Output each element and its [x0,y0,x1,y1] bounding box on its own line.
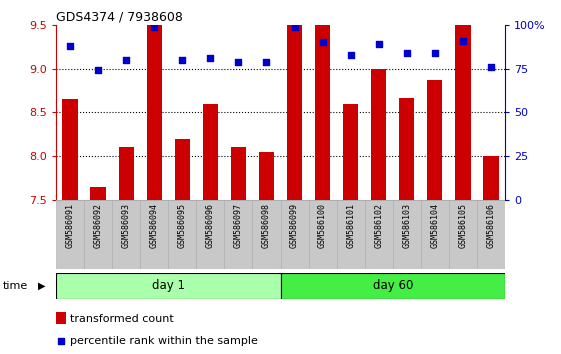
Text: GDS4374 / 7938608: GDS4374 / 7938608 [56,11,183,24]
Point [458,38,467,44]
Point [66,43,75,48]
Bar [203,104,218,200]
Text: GSM586105: GSM586105 [458,204,467,249]
Bar [62,99,78,200]
Bar [146,25,162,200]
Text: GSM586104: GSM586104 [430,204,439,249]
Bar [337,200,365,269]
Bar [280,200,309,269]
Text: GSM586101: GSM586101 [346,204,355,249]
Point [150,24,159,29]
Bar [421,200,449,269]
Text: day 1: day 1 [152,279,185,292]
Text: GSM586093: GSM586093 [122,204,131,249]
Bar [56,200,84,269]
Bar [455,25,471,200]
Bar [56,312,66,324]
Point [374,41,383,47]
Point [430,50,439,56]
Bar [477,200,505,269]
Text: GSM586102: GSM586102 [374,204,383,249]
Point [206,55,215,61]
Bar [280,273,505,299]
Bar [371,69,387,200]
Point [262,59,271,64]
Bar [174,139,190,200]
Bar [393,200,421,269]
Bar [315,25,330,200]
Point [486,64,495,70]
Text: GSM586091: GSM586091 [66,204,75,249]
Bar [118,148,134,200]
Point [318,40,327,45]
Bar [427,80,443,200]
Point [234,59,243,64]
Point [94,68,103,73]
Text: GSM586098: GSM586098 [262,204,271,249]
Point [346,52,355,57]
Point [402,50,411,56]
Text: GSM586092: GSM586092 [94,204,103,249]
Bar [112,200,140,269]
Bar [483,156,499,200]
Text: time: time [3,281,28,291]
Bar [343,104,358,200]
Point [122,57,131,63]
Text: percentile rank within the sample: percentile rank within the sample [71,336,258,346]
Text: GSM586099: GSM586099 [290,204,299,249]
Bar [84,200,112,269]
Text: GSM586103: GSM586103 [402,204,411,249]
Bar [224,200,252,269]
Bar [168,200,196,269]
Bar [259,152,274,200]
Text: GSM586094: GSM586094 [150,204,159,249]
Point [178,57,187,63]
Bar [399,97,415,200]
Bar [140,200,168,269]
Text: day 60: day 60 [373,279,413,292]
Text: GSM586100: GSM586100 [318,204,327,249]
Text: GSM586106: GSM586106 [486,204,495,249]
Bar [449,200,477,269]
Bar [90,187,106,200]
Text: GSM586096: GSM586096 [206,204,215,249]
Bar [287,25,302,200]
Text: GSM586097: GSM586097 [234,204,243,249]
Bar [309,200,337,269]
Point [290,24,299,29]
Text: ▶: ▶ [38,281,45,291]
Bar [252,200,280,269]
Bar [231,148,246,200]
Bar [56,273,280,299]
Bar [196,200,224,269]
Text: GSM586095: GSM586095 [178,204,187,249]
Bar [365,200,393,269]
Point [321,241,330,247]
Text: transformed count: transformed count [71,314,174,324]
